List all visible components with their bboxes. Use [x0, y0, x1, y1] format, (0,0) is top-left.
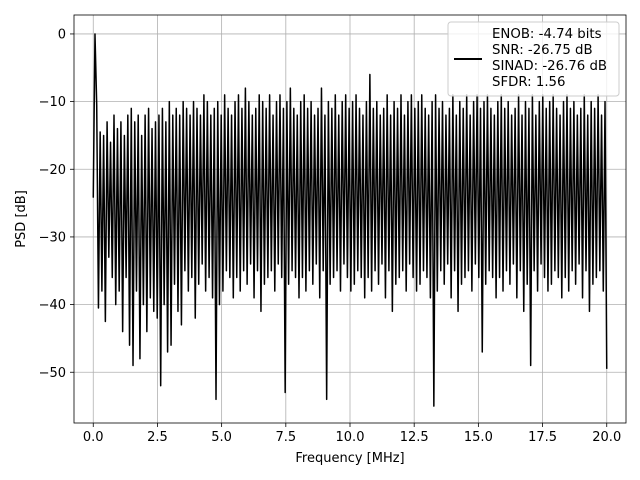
y-tick-label: −40 [39, 298, 66, 313]
y-axis-ticks: 0 −10 −20 −30 −40 −50 [39, 27, 74, 381]
legend-text-line: ENOB: -4.74 bits [492, 27, 602, 42]
legend-text-line: SINAD: -26.76 dB [492, 59, 607, 74]
x-tick-label: 12.5 [400, 430, 429, 445]
y-axis-label: PSD [dB] [14, 190, 29, 248]
x-tick-label: 7.5 [275, 430, 296, 445]
x-tick-label: 0.0 [83, 430, 104, 445]
x-tick-label: 20.0 [592, 430, 621, 445]
x-axis-ticks: 0.0 2.5 5.0 7.5 10.0 12.5 15.0 17.5 20.0 [83, 423, 621, 445]
y-tick-label: 0 [58, 27, 66, 42]
x-tick-label: 10.0 [336, 430, 365, 445]
psd-series-line [92, 33, 608, 407]
legend-text-line: SFDR: 1.56 [492, 75, 565, 90]
plot-area [92, 33, 608, 407]
y-tick-label: −20 [39, 163, 66, 178]
x-tick-label: 17.5 [528, 430, 557, 445]
legend-text-line: SNR: -26.75 dB [492, 43, 593, 58]
legend-box [447, 21, 620, 97]
x-tick-label: 5.0 [211, 430, 232, 445]
y-tick-label: −50 [39, 366, 66, 381]
y-tick-label: −10 [39, 95, 66, 110]
y-tick-label: −30 [39, 230, 66, 245]
x-tick-label: 15.0 [464, 430, 493, 445]
x-tick-label: 2.5 [147, 430, 168, 445]
x-axis-label: Frequency [MHz] [295, 451, 404, 466]
